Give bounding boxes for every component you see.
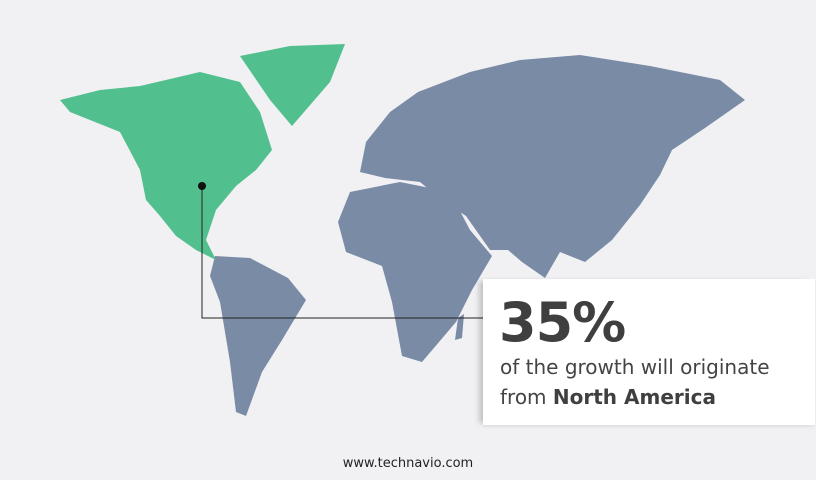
footer-website: www.technavio.com xyxy=(342,456,474,471)
callout-card: 35% of the growth will originate from No… xyxy=(483,279,815,425)
callout-text-line1: of the growth will originate xyxy=(500,355,770,379)
region-south-america xyxy=(210,256,306,416)
region-africa xyxy=(338,182,492,362)
location-marker xyxy=(198,182,206,190)
callout-region: North America xyxy=(552,385,716,409)
callout-connector-line xyxy=(201,186,483,319)
callout-text-prefix: from xyxy=(500,385,547,409)
region-greenland xyxy=(240,44,345,126)
region-madagascar xyxy=(455,314,464,340)
growth-percent: 35% xyxy=(499,291,626,354)
region-eurasia xyxy=(360,55,745,278)
region-north-america xyxy=(60,72,272,260)
region-japan xyxy=(632,150,652,190)
callout-text-line2: from North America xyxy=(500,385,716,409)
